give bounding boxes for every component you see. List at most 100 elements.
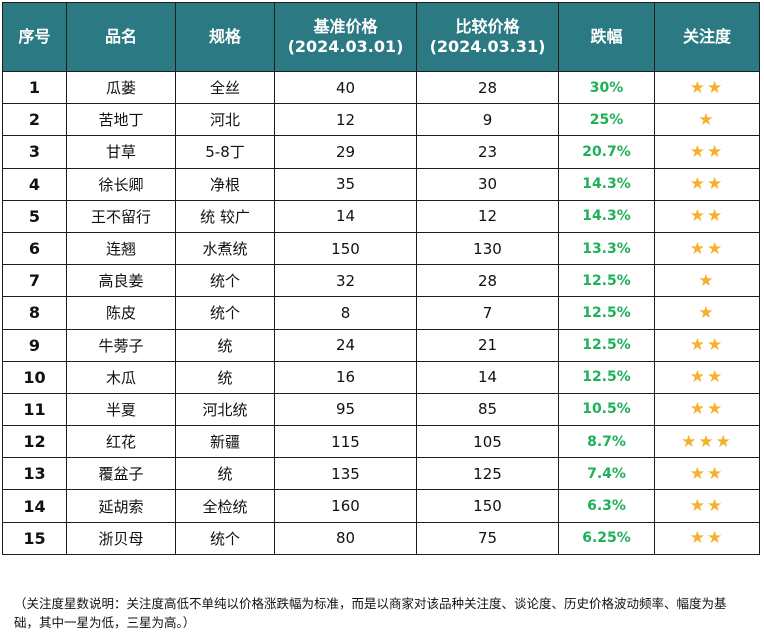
cell-spec: 统个 xyxy=(175,521,275,555)
cell-index: 5 xyxy=(2,199,67,233)
cell-compare-price: 105 xyxy=(416,425,559,459)
cell-compare-price: 28 xyxy=(416,264,559,298)
header-compare-price-label: 比较价格 xyxy=(455,17,520,36)
cell-drop: 25% xyxy=(558,103,655,137)
table-row: 2 苦地丁 河北 12 9 25% ★ xyxy=(2,103,760,137)
cell-name: 延胡索 xyxy=(66,489,176,523)
cell-compare-price: 7 xyxy=(416,296,559,330)
header-attention: 关注度 xyxy=(654,2,760,72)
cell-compare-price: 85 xyxy=(416,392,559,427)
table-row: 10 木瓜统 16 14 12.5% ★★ xyxy=(2,360,760,394)
table-row: 6 连翘 水煮统 150 130 13.3% ★★ xyxy=(2,231,760,266)
header-compare-price: 比较价格 (2024.03.31) xyxy=(416,2,559,72)
cell-attention-stars: ★ xyxy=(654,264,760,298)
cell-compare-price: 130 xyxy=(416,231,559,266)
cell-compare-price: 28 xyxy=(416,70,559,105)
cell-base-price: 35 xyxy=(274,167,417,201)
cell-attention-stars: ★★ xyxy=(654,489,760,523)
header-drop: 跌幅 xyxy=(558,2,655,72)
cell-index: 12 xyxy=(2,425,67,459)
cell-drop: 20.7% xyxy=(558,135,655,169)
header-base-price: 基准价格 (2024.03.01) xyxy=(274,2,417,72)
cell-base-price: 16 xyxy=(274,360,417,394)
cell-index: 7 xyxy=(2,264,67,298)
cell-spec: 5-8丁 xyxy=(175,135,275,169)
cell-attention-stars: ★★ xyxy=(654,70,760,105)
cell-base-price: 8 xyxy=(274,296,417,330)
attention-note: （关注度星数说明：关注度高低不单纯以价格涨跌幅为标准，而是以商家对该品种关注度、… xyxy=(14,596,727,630)
cell-index: 2 xyxy=(2,103,67,137)
cell-spec: 净根 xyxy=(175,167,275,201)
cell-name: 半夏 xyxy=(66,392,176,427)
cell-name: 瓜蒌 xyxy=(66,70,176,105)
cell-base-price: 135 xyxy=(274,457,417,491)
cell-index: 15 xyxy=(2,521,67,555)
cell-compare-price: 14 xyxy=(416,360,559,394)
table-row: 12 红花 新疆 115 105 8.7% ★★★ xyxy=(2,425,760,459)
cell-base-price: 29 xyxy=(274,135,417,169)
header-idx: 序号 xyxy=(2,2,67,72)
table-row: 1 瓜蒌 全丝 40 28 30% ★★ xyxy=(2,70,760,105)
cell-name: 牛蒡子 xyxy=(66,328,176,362)
table-row: 5 王不留行统 较广 14 12 14.3% ★★ xyxy=(2,199,760,233)
cell-index: 9 xyxy=(2,328,67,362)
cell-drop: 14.3% xyxy=(558,199,655,233)
table-row: 11 半夏 河北统 95 85 10.5% ★★ xyxy=(2,392,760,427)
cell-index: 10 xyxy=(2,360,67,394)
cell-drop: 14.3% xyxy=(558,167,655,201)
cell-base-price: 14 xyxy=(274,199,417,233)
cell-drop: 12.5% xyxy=(558,360,655,394)
cell-compare-price: 30 xyxy=(416,167,559,201)
cell-drop: 6.3% xyxy=(558,489,655,523)
cell-name: 陈皮 xyxy=(66,296,176,330)
cell-attention-stars: ★★ xyxy=(654,521,760,555)
header-base-price-label: 基准价格 xyxy=(313,17,378,36)
cell-drop: 12.5% xyxy=(558,328,655,362)
cell-base-price: 24 xyxy=(274,328,417,362)
cell-name: 徐长卿 xyxy=(66,167,176,201)
cell-drop: 8.7% xyxy=(558,425,655,459)
cell-drop: 13.3% xyxy=(558,231,655,266)
cell-attention-stars: ★★ xyxy=(654,199,760,233)
cell-name: 浙贝母 xyxy=(66,521,176,555)
cell-attention-stars: ★★ xyxy=(654,167,760,201)
table-row: 7 高良姜 统个 32 28 12.5% ★ xyxy=(2,264,760,298)
cell-base-price: 115 xyxy=(274,425,417,459)
cell-index: 6 xyxy=(2,231,67,266)
cell-base-price: 80 xyxy=(274,521,417,555)
cell-spec: 河北 xyxy=(175,103,275,137)
cell-index: 13 xyxy=(2,457,67,491)
cell-drop: 12.5% xyxy=(558,296,655,330)
table-row: 15 浙贝母 统个 80 75 6.25% ★★ xyxy=(2,521,760,555)
cell-name: 甘草 xyxy=(66,135,176,169)
cell-spec: 河北统 xyxy=(175,392,275,427)
header-spec: 规格 xyxy=(175,2,275,72)
cell-index: 1 xyxy=(2,70,67,105)
cell-spec: 全检统 xyxy=(175,489,275,523)
cell-attention-stars: ★★★ xyxy=(654,425,760,459)
cell-index: 3 xyxy=(2,135,67,169)
cell-name: 木瓜 xyxy=(66,360,176,394)
cell-attention-stars: ★★ xyxy=(654,457,760,491)
cell-base-price: 12 xyxy=(274,103,417,137)
cell-attention-stars: ★★ xyxy=(654,135,760,169)
cell-name: 覆盆子 xyxy=(66,457,176,491)
cell-compare-price: 23 xyxy=(416,135,559,169)
cell-drop: 7.4% xyxy=(558,457,655,491)
cell-name: 高良姜 xyxy=(66,264,176,298)
cell-spec: 新疆 xyxy=(175,425,275,459)
table-row: 14 延胡索 全检统 160 150 6.3% ★★ xyxy=(2,489,760,523)
table-row: 8 陈皮 统个 8 7 12.5% ★ xyxy=(2,296,760,330)
cell-spec: 全丝 xyxy=(175,70,275,105)
cell-index: 8 xyxy=(2,296,67,330)
cell-compare-price: 150 xyxy=(416,489,559,523)
cell-attention-stars: ★ xyxy=(654,103,760,137)
table-row: 9 牛蒡子统 24 21 12.5% ★★ xyxy=(2,328,760,362)
cell-drop: 6.25% xyxy=(558,521,655,555)
cell-name: 红花 xyxy=(66,425,176,459)
cell-base-price: 160 xyxy=(274,489,417,523)
table-row: 4 徐长卿 净根 35 30 14.3% ★★ xyxy=(2,167,760,201)
cell-index: 4 xyxy=(2,167,67,201)
cell-attention-stars: ★★ xyxy=(654,231,760,266)
cell-spec: 统 较广 xyxy=(175,199,275,233)
